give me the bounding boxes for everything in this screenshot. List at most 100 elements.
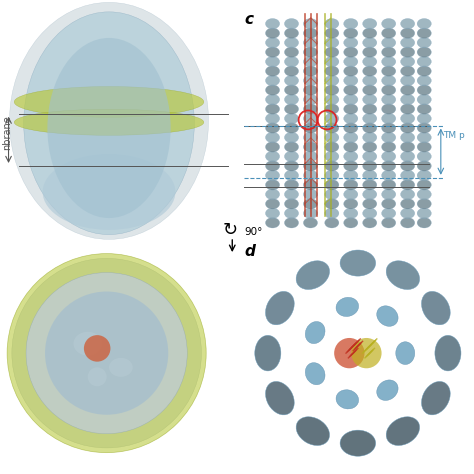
Ellipse shape bbox=[363, 56, 377, 67]
Ellipse shape bbox=[284, 18, 299, 29]
Ellipse shape bbox=[344, 180, 358, 190]
Ellipse shape bbox=[265, 132, 280, 143]
Ellipse shape bbox=[344, 94, 358, 105]
Ellipse shape bbox=[401, 170, 415, 181]
Ellipse shape bbox=[325, 66, 339, 76]
Ellipse shape bbox=[284, 132, 299, 143]
Ellipse shape bbox=[382, 37, 396, 48]
Ellipse shape bbox=[88, 367, 107, 386]
Ellipse shape bbox=[363, 75, 377, 86]
Ellipse shape bbox=[284, 56, 299, 67]
Ellipse shape bbox=[386, 261, 419, 290]
Ellipse shape bbox=[303, 208, 318, 219]
Ellipse shape bbox=[325, 170, 339, 181]
Ellipse shape bbox=[417, 94, 431, 105]
Ellipse shape bbox=[363, 151, 377, 162]
Ellipse shape bbox=[382, 85, 396, 95]
Ellipse shape bbox=[303, 170, 318, 181]
Ellipse shape bbox=[325, 142, 339, 152]
Ellipse shape bbox=[284, 180, 299, 190]
Ellipse shape bbox=[344, 142, 358, 152]
Ellipse shape bbox=[344, 208, 358, 219]
Ellipse shape bbox=[417, 28, 431, 38]
Ellipse shape bbox=[43, 154, 175, 230]
Ellipse shape bbox=[303, 199, 318, 209]
Ellipse shape bbox=[265, 123, 280, 133]
Ellipse shape bbox=[284, 218, 299, 228]
Ellipse shape bbox=[325, 199, 339, 209]
Ellipse shape bbox=[344, 75, 358, 86]
Ellipse shape bbox=[284, 113, 299, 124]
Ellipse shape bbox=[417, 113, 431, 124]
Ellipse shape bbox=[73, 332, 102, 356]
Ellipse shape bbox=[284, 123, 299, 133]
Ellipse shape bbox=[303, 132, 318, 143]
Ellipse shape bbox=[325, 208, 339, 219]
Ellipse shape bbox=[284, 142, 299, 152]
Ellipse shape bbox=[344, 132, 358, 143]
Ellipse shape bbox=[401, 75, 415, 86]
Ellipse shape bbox=[284, 208, 299, 219]
Ellipse shape bbox=[265, 151, 280, 162]
Ellipse shape bbox=[14, 87, 204, 117]
Ellipse shape bbox=[265, 75, 280, 86]
Ellipse shape bbox=[401, 113, 415, 124]
Ellipse shape bbox=[325, 161, 339, 171]
Ellipse shape bbox=[344, 66, 358, 76]
Ellipse shape bbox=[417, 199, 431, 209]
Ellipse shape bbox=[284, 94, 299, 105]
Ellipse shape bbox=[325, 123, 339, 133]
Ellipse shape bbox=[421, 292, 450, 325]
Ellipse shape bbox=[435, 336, 461, 371]
Ellipse shape bbox=[265, 47, 280, 57]
Ellipse shape bbox=[303, 85, 318, 95]
Ellipse shape bbox=[401, 56, 415, 67]
Ellipse shape bbox=[284, 161, 299, 171]
Ellipse shape bbox=[401, 85, 415, 95]
Ellipse shape bbox=[12, 258, 201, 448]
Ellipse shape bbox=[363, 142, 377, 152]
Ellipse shape bbox=[417, 47, 431, 57]
Ellipse shape bbox=[344, 47, 358, 57]
Ellipse shape bbox=[382, 161, 396, 171]
Ellipse shape bbox=[336, 297, 359, 317]
Ellipse shape bbox=[401, 161, 415, 171]
Ellipse shape bbox=[401, 123, 415, 133]
Ellipse shape bbox=[265, 56, 280, 67]
Ellipse shape bbox=[265, 199, 280, 209]
Ellipse shape bbox=[344, 37, 358, 48]
Ellipse shape bbox=[344, 123, 358, 133]
Ellipse shape bbox=[417, 161, 431, 171]
Ellipse shape bbox=[303, 18, 318, 29]
Ellipse shape bbox=[14, 109, 204, 136]
Ellipse shape bbox=[363, 180, 377, 190]
Ellipse shape bbox=[284, 199, 299, 209]
Ellipse shape bbox=[417, 123, 431, 133]
Ellipse shape bbox=[265, 28, 280, 38]
Ellipse shape bbox=[363, 161, 377, 171]
Ellipse shape bbox=[305, 363, 325, 385]
Ellipse shape bbox=[396, 342, 415, 365]
Ellipse shape bbox=[265, 85, 280, 95]
Ellipse shape bbox=[325, 56, 339, 67]
Ellipse shape bbox=[284, 28, 299, 38]
Ellipse shape bbox=[265, 104, 280, 114]
Ellipse shape bbox=[417, 208, 431, 219]
Ellipse shape bbox=[417, 151, 431, 162]
Bar bbox=[239, 12, 472, 235]
Ellipse shape bbox=[382, 56, 396, 67]
Ellipse shape bbox=[417, 189, 431, 200]
Ellipse shape bbox=[325, 85, 339, 95]
Ellipse shape bbox=[417, 142, 431, 152]
Ellipse shape bbox=[401, 66, 415, 76]
Ellipse shape bbox=[325, 218, 339, 228]
Ellipse shape bbox=[284, 170, 299, 181]
Ellipse shape bbox=[303, 161, 318, 171]
Ellipse shape bbox=[303, 113, 318, 124]
Ellipse shape bbox=[325, 28, 339, 38]
Ellipse shape bbox=[363, 189, 377, 200]
Ellipse shape bbox=[344, 199, 358, 209]
Ellipse shape bbox=[336, 390, 359, 409]
Ellipse shape bbox=[325, 47, 339, 57]
Ellipse shape bbox=[303, 56, 318, 67]
